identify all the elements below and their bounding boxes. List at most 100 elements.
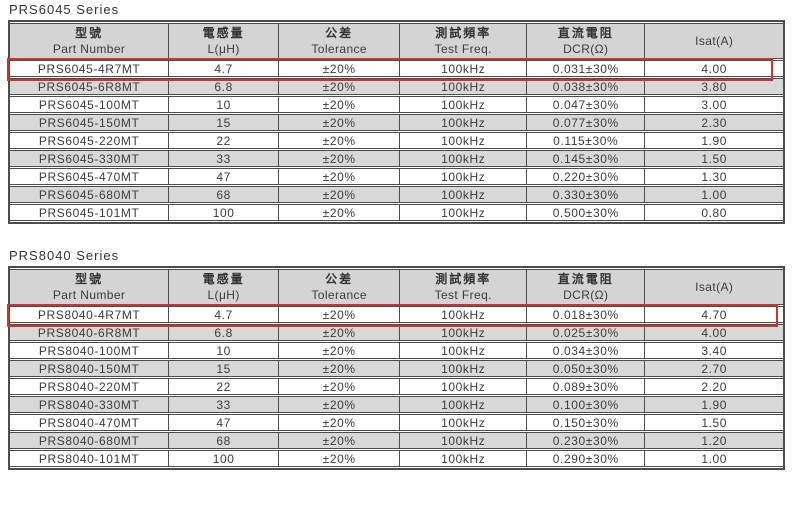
col-header-zh: 直流電阻 bbox=[557, 272, 614, 286]
col-header-en: Part Number bbox=[52, 42, 126, 56]
cell-isat: 1.20 bbox=[645, 432, 783, 449]
cell-dcr: 0.018±30% bbox=[527, 306, 646, 323]
cell-dcr: 0.330±30% bbox=[527, 186, 646, 203]
cell-dcr: 0.230±30% bbox=[527, 432, 646, 449]
cell-part-number: PRS6045-150MT bbox=[10, 114, 170, 131]
col-header-zh: 公差 bbox=[325, 272, 354, 286]
cell-isat: 4.00 bbox=[645, 324, 783, 341]
cell-tolerance: ±20% bbox=[279, 168, 401, 185]
cell-isat: 3.00 bbox=[645, 96, 783, 113]
cell-test-freq: 100kHz bbox=[400, 324, 528, 341]
cell-inductance: 33 bbox=[169, 396, 279, 413]
cell-test-freq: 100kHz bbox=[400, 396, 528, 413]
col-header-tolerance: 公差 Tolerance bbox=[279, 23, 401, 59]
cell-part-number: PRS8040-330MT bbox=[10, 396, 170, 413]
cell-part-number: PRS6045-220MT bbox=[10, 132, 170, 149]
cell-tolerance: ±20% bbox=[279, 78, 401, 95]
col-header-dcr: 直流電阻 DCR(Ω) bbox=[527, 269, 646, 305]
cell-test-freq: 100kHz bbox=[400, 96, 528, 113]
cell-part-number: PRS6045-470MT bbox=[10, 168, 170, 185]
table-row: PRS6045-6R8MT 6.8 ±20% 100kHz 0.038±30% 3.80 bbox=[10, 78, 783, 95]
cell-part-number: PRS6045-101MT bbox=[10, 204, 170, 221]
cell-tolerance: ±20% bbox=[279, 132, 401, 149]
cell-isat: 4.00 bbox=[645, 60, 783, 77]
cell-dcr: 0.089±30% bbox=[527, 378, 646, 395]
cell-tolerance: ±20% bbox=[279, 306, 401, 323]
cell-part-number: PRS8040-470MT bbox=[10, 414, 170, 431]
cell-inductance: 47 bbox=[169, 414, 279, 431]
cell-inductance: 15 bbox=[169, 360, 279, 377]
col-header-test-freq: 測試頻率 Test Freq. bbox=[400, 269, 528, 305]
cell-isat: 1.90 bbox=[645, 396, 783, 413]
col-header-en: Test Freq. bbox=[434, 42, 492, 56]
cell-dcr: 0.100±30% bbox=[527, 396, 646, 413]
cell-dcr: 0.500±30% bbox=[527, 204, 646, 221]
cell-tolerance: ±20% bbox=[279, 450, 401, 467]
cell-test-freq: 100kHz bbox=[400, 306, 528, 323]
cell-isat: 0.80 bbox=[645, 204, 783, 221]
table-row: PRS6045-150MT 15 ±20% 100kHz 0.077±30% 2.30 bbox=[10, 114, 783, 131]
cell-part-number: PRS8040-150MT bbox=[10, 360, 170, 377]
cell-test-freq: 100kHz bbox=[400, 204, 528, 221]
series-section-prs6045: PRS6045 Series 型號 Part Number 電感量 L(μH) 公差 To… bbox=[7, 2, 785, 224]
cell-isat: 1.50 bbox=[645, 414, 783, 431]
cell-isat: 3.80 bbox=[645, 78, 783, 95]
cell-tolerance: ±20% bbox=[279, 342, 401, 359]
cell-inductance: 4.7 bbox=[169, 60, 279, 77]
spec-table-wrapper: 型號 Part Number 電感量 L(μH) 公差 Tolerance 測試頻率 Test… bbox=[7, 266, 785, 470]
cell-inductance: 47 bbox=[169, 168, 279, 185]
cell-dcr: 0.050±30% bbox=[527, 360, 646, 377]
table-row: PRS8040-6R8MT 6.8 ±20% 100kHz 0.025±30% 4.00 bbox=[10, 324, 783, 341]
table-row: PRS8040-470MT 47 ±20% 100kHz 0.150±30% 1.50 bbox=[10, 414, 783, 431]
cell-test-freq: 100kHz bbox=[400, 414, 528, 431]
cell-tolerance: ±20% bbox=[279, 432, 401, 449]
cell-isat: 2.30 bbox=[645, 114, 783, 131]
cell-inductance: 33 bbox=[169, 150, 279, 167]
col-header-part-number: 型號 Part Number bbox=[10, 269, 170, 305]
table-row: PRS6045-470MT 47 ±20% 100kHz 0.220±30% 1.30 bbox=[10, 168, 783, 185]
cell-dcr: 0.047±30% bbox=[527, 96, 646, 113]
cell-dcr: 0.150±30% bbox=[527, 414, 646, 431]
series-title: PRS6045 Series bbox=[9, 2, 120, 17]
cell-test-freq: 100kHz bbox=[400, 450, 528, 467]
cell-inductance: 68 bbox=[169, 432, 279, 449]
col-header-en: Isat(A) bbox=[695, 280, 734, 294]
cell-tolerance: ±20% bbox=[279, 414, 401, 431]
cell-part-number: PRS8040-100MT bbox=[10, 342, 170, 359]
table-row: PRS6045-220MT 22 ±20% 100kHz 0.115±30% 1.90 bbox=[10, 132, 783, 149]
cell-inductance: 22 bbox=[169, 132, 279, 149]
cell-inductance: 10 bbox=[169, 96, 279, 113]
col-header-tolerance: 公差 Tolerance bbox=[279, 269, 401, 305]
col-header-zh: 型號 bbox=[75, 272, 104, 286]
cell-isat: 2.20 bbox=[645, 378, 783, 395]
col-header-en: Isat(A) bbox=[695, 34, 734, 48]
cell-tolerance: ±20% bbox=[279, 186, 401, 203]
col-header-inductance: 電感量 L(μH) bbox=[169, 23, 279, 59]
col-header-en: Part Number bbox=[52, 288, 126, 302]
cell-test-freq: 100kHz bbox=[400, 150, 528, 167]
cell-dcr: 0.145±30% bbox=[527, 150, 646, 167]
col-header-en: DCR(Ω) bbox=[563, 42, 609, 56]
cell-part-number: PRS8040-680MT bbox=[10, 432, 170, 449]
col-header-en: Tolerance bbox=[311, 288, 367, 302]
cell-part-number: PRS8040-6R8MT bbox=[10, 324, 170, 341]
cell-inductance: 6.8 bbox=[169, 324, 279, 341]
cell-tolerance: ±20% bbox=[279, 96, 401, 113]
cell-part-number: PRS8040-220MT bbox=[10, 378, 170, 395]
cell-part-number: PRS6045-330MT bbox=[10, 150, 170, 167]
cell-test-freq: 100kHz bbox=[400, 186, 528, 203]
cell-tolerance: ±20% bbox=[279, 114, 401, 131]
cell-dcr: 0.290±30% bbox=[527, 450, 646, 467]
table-row: PRS8040-150MT 15 ±20% 100kHz 0.050±30% 2.70 bbox=[10, 360, 783, 377]
col-header-isat: Isat(A) bbox=[645, 269, 783, 305]
col-header-isat: Isat(A) bbox=[645, 23, 783, 59]
cell-tolerance: ±20% bbox=[279, 324, 401, 341]
col-header-dcr: 直流電阻 DCR(Ω) bbox=[527, 23, 646, 59]
cell-tolerance: ±20% bbox=[279, 360, 401, 377]
table-row: PRS8040-4R7MT 4.7 ±20% 100kHz 0.018±30% 4.70 bbox=[10, 306, 783, 323]
cell-dcr: 0.115±30% bbox=[527, 132, 646, 149]
cell-inductance: 4.7 bbox=[169, 306, 279, 323]
cell-test-freq: 100kHz bbox=[400, 132, 528, 149]
cell-isat: 2.70 bbox=[645, 360, 783, 377]
cell-test-freq: 100kHz bbox=[400, 432, 528, 449]
